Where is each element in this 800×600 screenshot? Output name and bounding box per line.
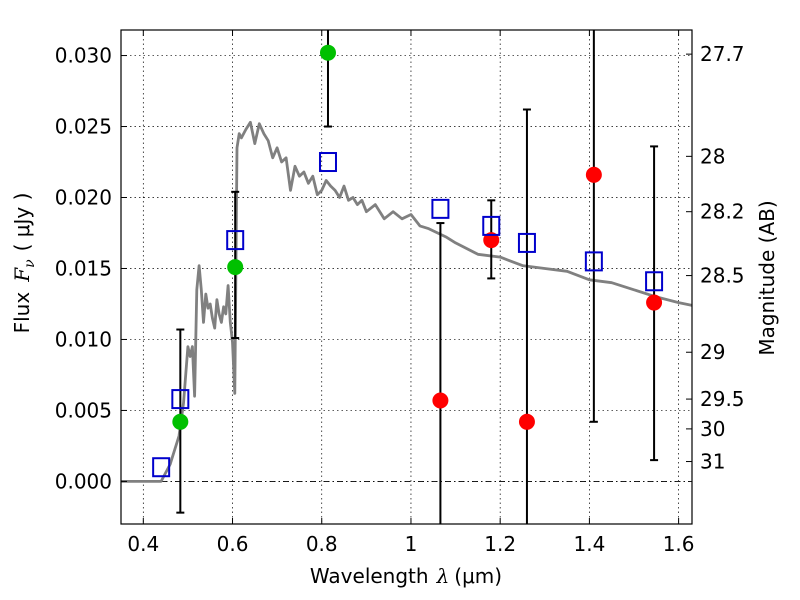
model-photometry-square xyxy=(171,389,190,410)
y2-tick-label: 27.7 xyxy=(700,42,745,66)
x-tick-label: 1.4 xyxy=(573,532,605,556)
low-significance-point xyxy=(432,392,449,409)
plot-area xyxy=(121,30,693,524)
model-photometry-square xyxy=(645,271,664,292)
y2-tick-label: 30 xyxy=(700,417,725,441)
low-significance-point xyxy=(518,413,535,430)
x-tick-label: 0.6 xyxy=(217,532,249,556)
model-photometry-square xyxy=(517,232,536,253)
y-tick-label: 0.000 xyxy=(55,469,112,493)
y2-tick-label: 29 xyxy=(700,340,725,364)
model-spectrum-line xyxy=(121,120,693,483)
y-tick-label: 0.015 xyxy=(55,256,112,280)
model-photometry-square xyxy=(431,198,450,219)
y2-tick-label: 28 xyxy=(700,144,725,168)
x-tick-label: 0.4 xyxy=(127,532,159,556)
y-tick-label: 0.010 xyxy=(55,327,112,351)
x-axis-label: Wavelength λ (μm) xyxy=(310,564,502,588)
y2-tick-label: 28.2 xyxy=(700,200,745,224)
y2-tick-label: 31 xyxy=(700,450,725,474)
x-tick-label: 1.2 xyxy=(484,532,516,556)
data-marks xyxy=(152,30,664,524)
model-photometry-square xyxy=(318,152,337,173)
x-tick-label: 0.8 xyxy=(306,532,338,556)
y-axis-label: FluxFν( μJy ) xyxy=(10,193,38,334)
y-axis: 0.000 0.005 0.010 0.015 0.020 0.025 0.030 xyxy=(55,44,127,493)
low-significance-point xyxy=(585,166,602,183)
low-significance-point xyxy=(646,294,663,311)
y-tick-label: 0.020 xyxy=(55,186,112,210)
plot-frame xyxy=(120,29,693,525)
detections-point xyxy=(172,413,189,430)
model-photometry-square xyxy=(152,457,171,478)
y2-axis: 27.7 28 28.2 28.5 29 29.5 30 31 xyxy=(686,42,745,474)
model-photometry-square xyxy=(226,230,245,251)
x-tick-label: 1.6 xyxy=(663,532,695,556)
detections-point xyxy=(319,44,336,61)
y-tick-label: 0.030 xyxy=(55,44,112,68)
x-axis: 0.4 0.6 0.8 1 1.2 1.4 1.6 xyxy=(127,30,695,556)
y2-axis-label: Magnitude (AB) xyxy=(755,200,779,355)
model-photometry-square xyxy=(584,251,603,272)
y-tick-label: 0.005 xyxy=(55,398,112,422)
grid xyxy=(121,30,692,524)
low-significance-point xyxy=(483,232,500,249)
model-photometry-square xyxy=(482,215,501,236)
detections-point xyxy=(227,259,244,276)
x-tick-label: 1 xyxy=(405,532,418,556)
y2-tick-label: 28.5 xyxy=(700,264,745,288)
y2-tick-label: 29.5 xyxy=(700,387,745,411)
y-tick-label: 0.025 xyxy=(55,115,112,139)
